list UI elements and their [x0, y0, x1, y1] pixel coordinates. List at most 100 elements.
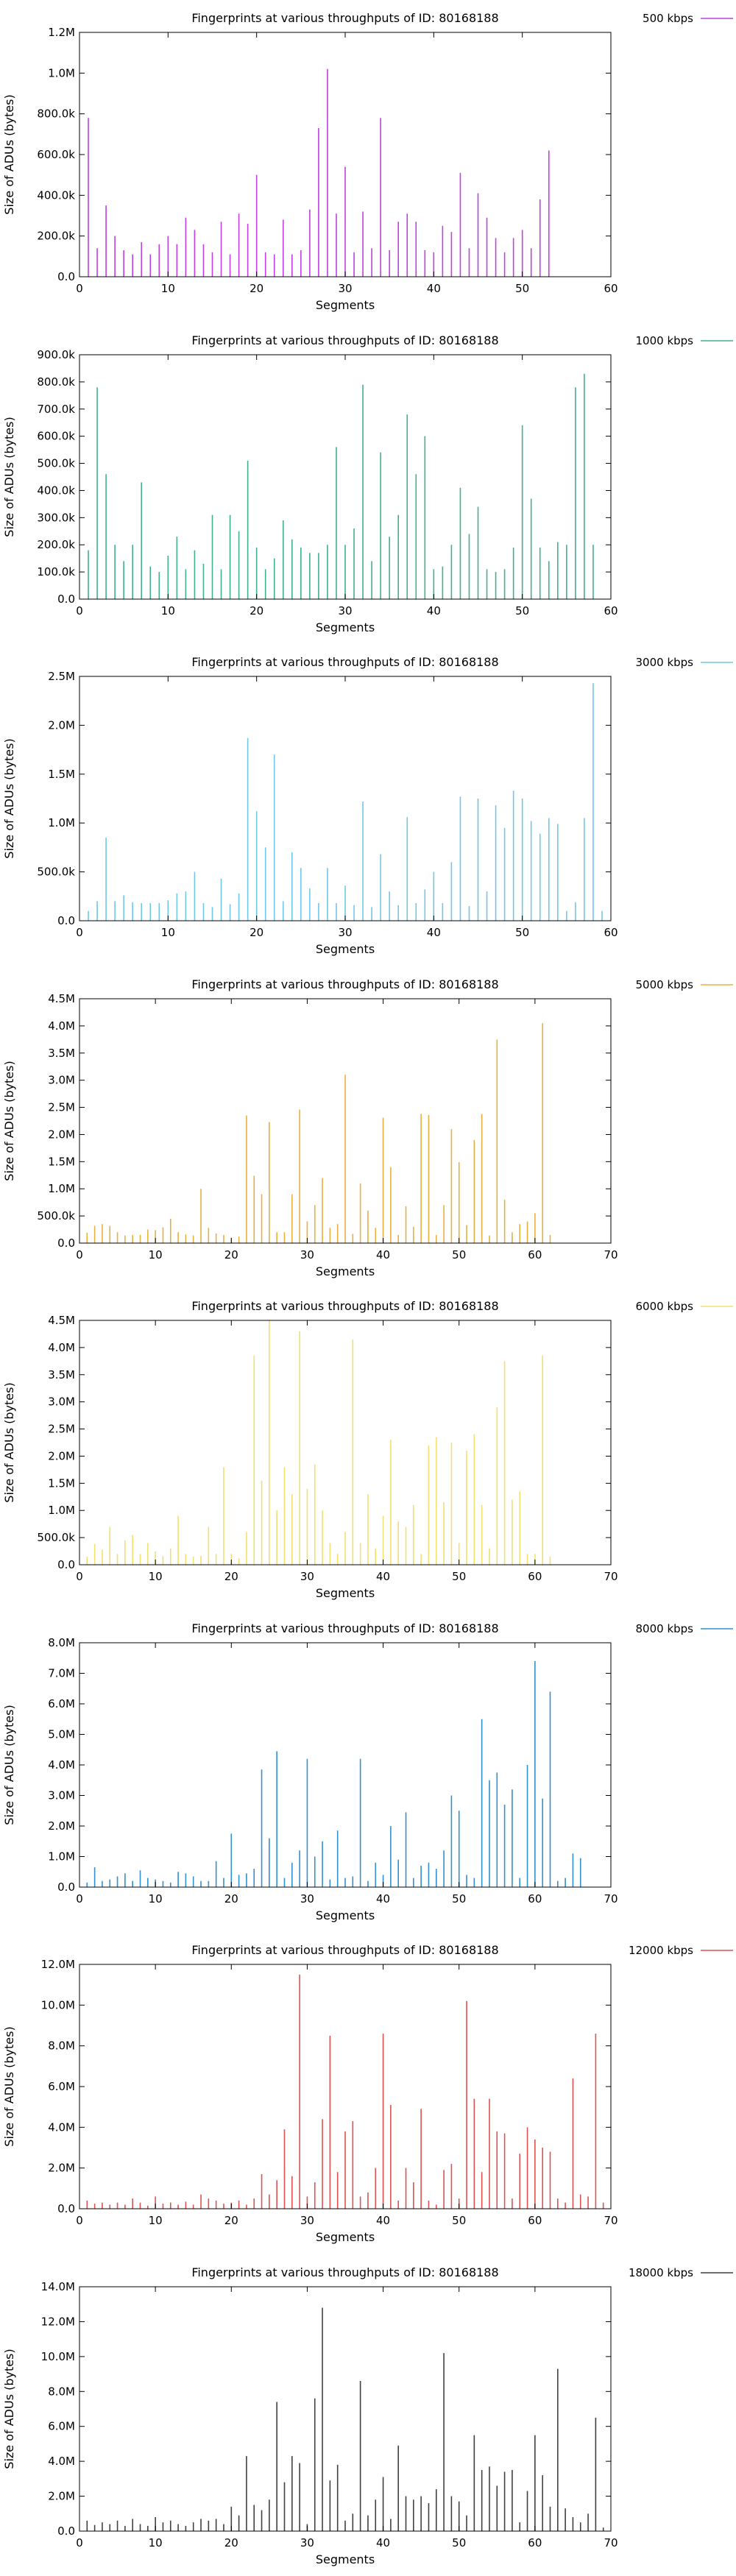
y-tick-label: 500.0k	[37, 1531, 75, 1544]
y-tick-label: 6.0M	[48, 1697, 75, 1710]
x-tick-label: 50	[452, 2536, 466, 2550]
y-tick-label: 500.0k	[37, 1209, 75, 1222]
legend: 18000 kbps	[629, 2266, 733, 2279]
chart-title: Fingerprints at various throughputs of I…	[191, 1621, 498, 1635]
x-tick-label: 40	[376, 1570, 390, 1583]
y-tick-label: 4.0M	[48, 2120, 75, 2134]
chart-title: Fingerprints at various throughputs of I…	[191, 977, 498, 991]
chart-4: Fingerprints at various throughputs of I…	[2, 1299, 733, 1600]
y-axis-label: Size of ADUs (bytes)	[2, 94, 16, 214]
y-tick-label: 2.0M	[48, 1819, 75, 1833]
y-tick-label: 0.0	[57, 270, 75, 283]
y-tick-label: 2.0M	[48, 1128, 75, 1141]
y-tick-label: 2.5M	[48, 1423, 75, 1436]
x-tick-label: 30	[300, 1570, 314, 1583]
x-tick-label: 30	[300, 1892, 314, 1906]
bar-series	[88, 683, 603, 921]
y-tick-label: 10.0M	[41, 1998, 75, 2011]
y-tick-label: 2.0M	[48, 1449, 75, 1462]
x-tick-label: 10	[161, 926, 175, 939]
x-tick-label: 70	[604, 1570, 618, 1583]
x-tick-label: 0	[76, 1570, 83, 1583]
legend-label: 8000 kbps	[636, 1622, 694, 1635]
x-tick-label: 50	[452, 1570, 466, 1583]
x-tick-label: 10	[161, 604, 175, 618]
y-axis-label: Size of ADUs (bytes)	[2, 2349, 16, 2469]
chart-3: Fingerprints at various throughputs of I…	[2, 977, 733, 1278]
y-tick-label: 2.0M	[48, 2489, 75, 2502]
y-tick-label: 5.0M	[48, 1727, 75, 1741]
y-axis-label: Size of ADUs (bytes)	[2, 2026, 16, 2146]
y-tick-label: 1.0M	[48, 66, 75, 79]
x-tick-label: 60	[528, 2536, 542, 2550]
y-tick-label: 300.0k	[37, 511, 75, 524]
chart-title: Fingerprints at various throughputs of I…	[191, 1299, 498, 1313]
x-tick-label: 0	[76, 2536, 83, 2550]
legend: 6000 kbps	[636, 1300, 733, 1313]
y-tick-label: 3.0M	[48, 1788, 75, 1802]
x-tick-label: 50	[515, 282, 529, 295]
chart-0: Fingerprints at various throughputs of I…	[2, 11, 733, 312]
x-axis-label: Segments	[316, 942, 375, 956]
x-tick-label: 20	[224, 1892, 238, 1906]
plot-frame	[79, 1642, 612, 1887]
y-tick-label: 2.5M	[48, 670, 75, 683]
y-tick-label: 0.0	[57, 914, 75, 927]
legend: 8000 kbps	[636, 1622, 733, 1635]
y-tick-label: 12.0M	[41, 1958, 75, 1971]
y-tick-label: 0.0	[57, 592, 75, 606]
legend: 12000 kbps	[629, 1944, 733, 1957]
y-tick-label: 2.0M	[48, 718, 75, 732]
legend-label: 5000 kbps	[636, 978, 694, 991]
chart-title: Fingerprints at various throughputs of I…	[191, 333, 498, 347]
x-tick-label: 70	[604, 2536, 618, 2550]
x-axis-label: Segments	[316, 2230, 375, 2244]
chart-5: Fingerprints at various throughputs of I…	[2, 1621, 733, 1922]
x-tick-label: 40	[427, 926, 441, 939]
x-tick-label: 0	[76, 1892, 83, 1906]
y-tick-label: 600.0k	[37, 429, 75, 442]
y-tick-label: 14.0M	[41, 2280, 75, 2293]
bar-series	[88, 373, 594, 599]
x-tick-label: 10	[149, 2214, 163, 2227]
x-tick-label: 50	[515, 604, 529, 618]
x-tick-label: 60	[528, 1892, 542, 1906]
x-tick-label: 20	[224, 2536, 238, 2550]
x-axis-label: Segments	[316, 1908, 375, 1922]
y-tick-label: 4.0M	[48, 2455, 75, 2468]
x-tick-label: 70	[604, 1248, 618, 1262]
x-tick-label: 50	[452, 1892, 466, 1906]
x-tick-label: 40	[376, 1248, 390, 1262]
y-tick-label: 700.0k	[37, 402, 75, 415]
y-tick-label: 400.0k	[37, 188, 75, 202]
plot-frame	[79, 2286, 612, 2531]
y-tick-label: 7.0M	[48, 1666, 75, 1680]
y-axis-label: Size of ADUs (bytes)	[2, 1705, 16, 1825]
y-tick-label: 1.0M	[48, 1504, 75, 1517]
y-tick-label: 800.0k	[37, 375, 75, 388]
x-tick-label: 20	[224, 2214, 238, 2227]
x-tick-label: 30	[338, 604, 352, 618]
x-tick-label: 10	[161, 282, 175, 295]
y-tick-label: 1.5M	[48, 768, 75, 781]
y-tick-label: 4.0M	[48, 1758, 75, 1772]
y-tick-label: 8.0M	[48, 2039, 75, 2053]
y-tick-label: 400.0k	[37, 484, 75, 497]
y-tick-label: 1.0M	[48, 816, 75, 829]
x-tick-label: 20	[250, 926, 263, 939]
legend: 500 kbps	[643, 12, 733, 25]
y-tick-label: 6.0M	[48, 2419, 75, 2432]
y-tick-label: 1.2M	[48, 26, 75, 39]
x-tick-label: 70	[604, 2214, 618, 2227]
x-axis-label: Segments	[316, 1586, 375, 1600]
y-tick-label: 600.0k	[37, 148, 75, 161]
y-tick-label: 3.5M	[48, 1046, 75, 1059]
y-tick-label: 100.0k	[37, 565, 75, 578]
y-tick-label: 1.5M	[48, 1155, 75, 1168]
y-tick-label: 1.0M	[48, 1182, 75, 1195]
y-tick-label: 900.0k	[37, 348, 75, 361]
y-tick-label: 0.0	[57, 2202, 75, 2215]
y-tick-label: 500.0k	[37, 866, 75, 879]
x-tick-label: 60	[528, 2214, 542, 2227]
